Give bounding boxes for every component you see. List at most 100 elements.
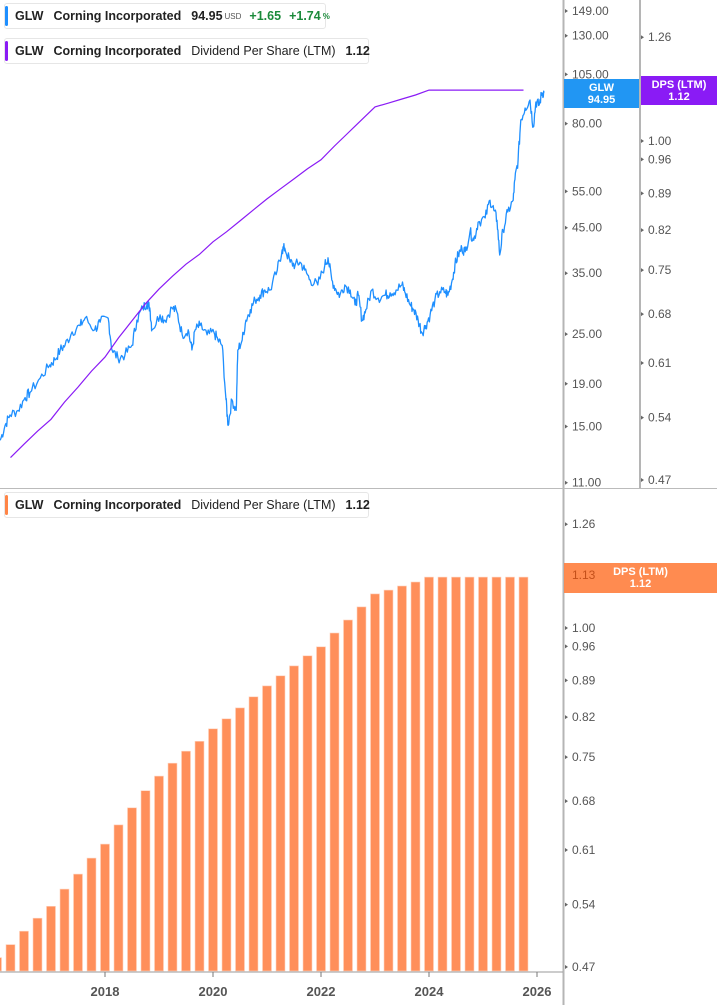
dps-bar[interactable]: [167, 762, 178, 972]
dps-bar[interactable]: [289, 665, 299, 972]
tag-label: GLW: [588, 81, 615, 94]
dps-bar[interactable]: [437, 576, 448, 972]
price-axis-tag: GLW 94.95: [564, 79, 639, 108]
x-tick-label: 2022: [307, 984, 336, 999]
dps-axis-tick-mark: [641, 415, 644, 420]
dps-bar[interactable]: [478, 576, 488, 972]
dps-bar[interactable]: [464, 576, 475, 972]
dps-bar[interactable]: [275, 675, 286, 972]
dps-bar[interactable]: [154, 775, 164, 972]
legend-ticker: GLW: [15, 9, 44, 23]
price-axis-tick-mark: [565, 121, 568, 126]
dps-axis-tick-label: 0.96: [648, 152, 672, 166]
legend-metric: Dividend Per Share (LTM): [191, 498, 336, 512]
dps-bar[interactable]: [73, 873, 83, 972]
tag-label: DPS (LTM): [613, 566, 668, 578]
bottom-axis-tick-label: 0.75: [572, 750, 596, 764]
dps-bar[interactable]: [451, 576, 461, 972]
dps-bar[interactable]: [208, 728, 218, 972]
dps-axis-tick-label: 0.68: [648, 307, 672, 321]
dps-bar[interactable]: [194, 740, 205, 972]
dps-axis-tick-label: 0.75: [648, 263, 672, 277]
price-axis-tick-mark: [565, 9, 568, 13]
legend-color-swatch: [5, 6, 8, 26]
bottom-axis-tick-mark: [565, 902, 568, 907]
price-axis-tick-mark: [565, 33, 568, 38]
bottom-axis-tick-mark: [565, 626, 568, 630]
dps-line[interactable]: [10, 89, 524, 459]
legend-company: Corning Incorporated: [53, 9, 182, 23]
legend-dps-bottom[interactable]: GLW Corning Incorporated Dividend Per Sh…: [4, 492, 370, 518]
dps-bar[interactable]: [343, 619, 353, 972]
dps-bar[interactable]: [262, 685, 272, 972]
dps-bar[interactable]: [397, 585, 407, 972]
bottom-axis-tick-mark: [565, 678, 568, 683]
legend-price[interactable]: GLW Corning Incorporated 94.95 USD +1.65…: [4, 3, 330, 29]
axis-ticks: 149.00 130.00 105.00 80.00 55.00 45.00 35.00 25…: [91, 4, 672, 999]
dps-bar[interactable]: [86, 857, 97, 972]
bottom-axis-tick-label: 0.82: [572, 710, 596, 724]
bottom-axis-tick-mark: [565, 715, 568, 720]
dps-axis-tick-mark: [641, 157, 644, 162]
dps-line-group: [10, 89, 524, 459]
tag-label: DPS (LTM): [651, 78, 707, 91]
tag-value: 1.12: [629, 578, 652, 590]
dps-axis-tick-label: 1.00: [648, 134, 672, 148]
price-axis-tick-label: 11.00: [572, 476, 601, 490]
dps-bar[interactable]: [19, 930, 29, 972]
bottom-axis-tick-mark: [565, 755, 568, 760]
dps-axis-tick-mark: [641, 360, 644, 365]
price-line-glw[interactable]: [0, 90, 545, 441]
dps-bar[interactable]: [221, 718, 232, 972]
price-axis-tick-mark: [565, 381, 568, 386]
bottom-axis-tick-label: 0.89: [572, 673, 596, 687]
dps-axis-tick-label: 0.82: [648, 223, 672, 237]
x-tick-label: 2026: [523, 984, 552, 999]
legend-dps-top[interactable]: GLW Corning Incorporated Dividend Per Sh…: [4, 38, 370, 64]
dps-bar[interactable]: [383, 589, 394, 972]
dps-bar[interactable]: [100, 843, 110, 972]
dps-bar[interactable]: [181, 750, 191, 972]
price-axis-tick-mark: [565, 424, 568, 429]
dps-bar[interactable]: [329, 632, 340, 972]
dps-axis-tick-mark: [641, 139, 644, 143]
price-axis-tick-label: 130.00: [572, 29, 609, 43]
price-axis-tick-label: 45.00: [572, 221, 602, 235]
legend-currency: USD: [224, 11, 242, 21]
bottom-axis-tick-mark: [565, 965, 568, 970]
dps-bar[interactable]: [491, 576, 502, 972]
dps-bar[interactable]: [356, 606, 367, 972]
bottom-axis-tick-label: 0.68: [572, 794, 596, 808]
price-axis-tick-label: 55.00: [572, 184, 602, 198]
dps-bar[interactable]: [302, 655, 313, 972]
legend-price-value: 94.95: [191, 9, 223, 23]
dps-bar[interactable]: [140, 790, 151, 972]
dps-bar[interactable]: [248, 696, 259, 972]
price-axis-tick-label: 35.00: [572, 266, 602, 280]
dps-bar[interactable]: [0, 957, 2, 972]
dps-bar[interactable]: [518, 576, 529, 972]
x-tick-label: 2024: [415, 984, 445, 999]
dps-bar[interactable]: [505, 576, 515, 972]
dps-axis-tag-top: DPS (LTM) 1.12: [641, 76, 717, 105]
legend-value: 1.12: [345, 44, 370, 58]
price-axis-tick-mark: [565, 480, 568, 485]
dps-bar[interactable]: [5, 944, 16, 972]
dps-bar[interactable]: [424, 576, 434, 972]
dps-axis-tick-label: 0.47: [648, 473, 672, 487]
dps-bar[interactable]: [316, 646, 326, 972]
dps-bar[interactable]: [127, 807, 137, 972]
dps-bar[interactable]: [235, 707, 245, 972]
dps-bar[interactable]: [46, 905, 56, 972]
dps-bar[interactable]: [410, 581, 421, 972]
dps-bar[interactable]: [32, 917, 43, 972]
legend-metric: Dividend Per Share (LTM): [191, 44, 336, 58]
dps-bar[interactable]: [370, 593, 380, 972]
dps-bar[interactable]: [113, 824, 124, 972]
legend-value: 1.12: [345, 498, 370, 512]
dps-bar[interactable]: [59, 888, 70, 972]
bottom-axis-tick-label: 1.26: [572, 517, 596, 531]
dps-axis-tick-mark: [641, 35, 644, 40]
x-tick-label: 2020: [199, 984, 228, 999]
